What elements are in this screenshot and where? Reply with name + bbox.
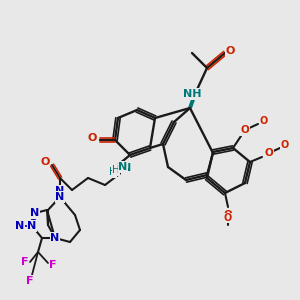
Text: H: H xyxy=(109,167,117,177)
Text: F: F xyxy=(21,257,29,267)
Text: O: O xyxy=(265,148,273,158)
Text: O: O xyxy=(265,148,273,158)
Text: N: N xyxy=(30,208,40,218)
Text: N: N xyxy=(27,221,37,231)
Text: O: O xyxy=(224,210,232,220)
Text: H: H xyxy=(112,165,120,175)
Text: O: O xyxy=(224,210,232,220)
Text: NH: NH xyxy=(183,89,201,99)
Text: O: O xyxy=(224,213,232,223)
Text: O: O xyxy=(241,125,249,135)
Text: N: N xyxy=(118,162,127,172)
Text: O: O xyxy=(40,157,50,167)
Text: N: N xyxy=(56,192,64,202)
Text: O: O xyxy=(260,116,268,126)
Text: N: N xyxy=(56,186,64,196)
Text: O: O xyxy=(225,46,235,56)
Text: O: O xyxy=(281,140,289,150)
Text: N: N xyxy=(50,233,60,243)
Text: O: O xyxy=(87,133,97,143)
Text: N: N xyxy=(15,221,25,231)
Text: O: O xyxy=(241,125,249,135)
Text: N: N xyxy=(122,163,131,173)
Text: F: F xyxy=(26,276,34,286)
Text: F: F xyxy=(49,260,57,270)
